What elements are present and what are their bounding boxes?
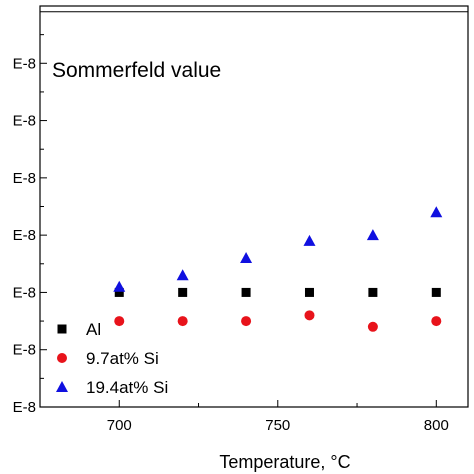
y-tick-label: E-8 <box>13 342 36 359</box>
legend: Al 9.7at% Si 19.4at% Si <box>56 320 168 397</box>
y-tick-label: E-8 <box>13 55 36 72</box>
triangle-data-point <box>176 269 189 281</box>
legend-entry-label: Al <box>86 320 101 339</box>
x-axis-ticks: 700 750 800 <box>107 400 449 434</box>
y-axis-ticks: E-8 E-8 E-8 E-8 E-8 E-8 E-8 <box>13 34 47 416</box>
sommerfeld-annotation: Sommerfeld value <box>52 59 221 82</box>
circle-data-point <box>177 316 188 327</box>
y-tick-label: E-8 <box>13 170 36 187</box>
circle-data-point <box>304 310 315 321</box>
y-tick-label: E-8 <box>13 399 36 416</box>
square-data-point <box>241 287 251 297</box>
circle-data-point <box>241 316 252 327</box>
x-tick-label: 700 <box>107 417 132 434</box>
triangle-data-point <box>303 234 316 246</box>
triangle-data-point <box>240 252 253 264</box>
legend-triangle-marker <box>56 381 68 392</box>
square-data-point <box>368 287 378 297</box>
circle-data-point <box>431 316 442 327</box>
legend-entry-label: 9.7at% Si <box>86 349 159 368</box>
square-data-point <box>304 287 314 297</box>
data-markers <box>113 206 443 332</box>
circle-data-point <box>114 316 125 327</box>
y-tick-label: E-8 <box>13 284 36 301</box>
square-data-point <box>178 287 188 297</box>
triangle-data-point <box>366 229 379 241</box>
square-data-point <box>114 287 124 297</box>
legend-square-marker <box>57 324 67 334</box>
square-data-point <box>431 287 441 297</box>
x-axis-title: Temperature, °C <box>219 452 350 472</box>
x-tick-label: 750 <box>265 417 290 434</box>
legend-circle-marker <box>57 353 67 363</box>
circle-data-point <box>367 321 378 332</box>
legend-entry-label: 19.4at% Si <box>86 378 168 397</box>
y-tick-label: E-8 <box>13 227 36 244</box>
x-tick-label: 800 <box>424 417 449 434</box>
triangle-data-point <box>430 206 443 218</box>
y-tick-label: E-8 <box>13 113 36 130</box>
triangle-data-point <box>113 280 126 292</box>
